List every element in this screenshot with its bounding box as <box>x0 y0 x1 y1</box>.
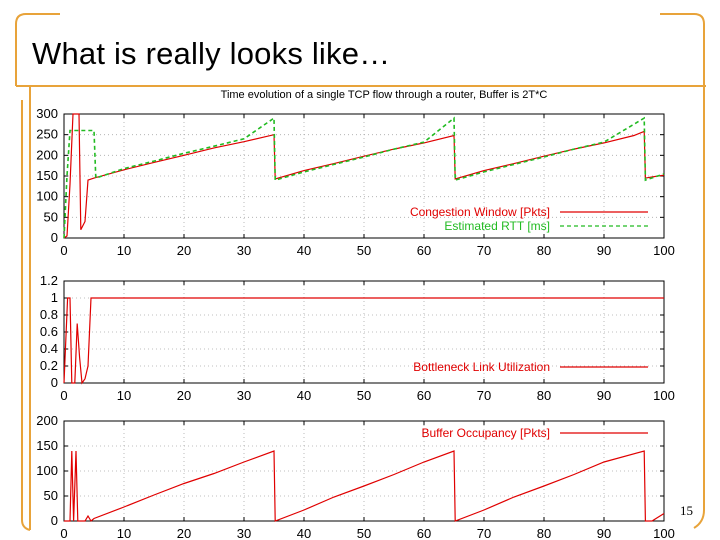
x-tick-label: 100 <box>653 526 675 540</box>
y-tick-label: 50 <box>44 488 58 503</box>
x-tick-label: 0 <box>60 526 67 540</box>
legend-label: Bottleneck Link Utilization <box>413 360 550 374</box>
x-tick-label: 90 <box>597 388 611 403</box>
y-tick-label: 150 <box>36 168 58 183</box>
y-tick-label: 1 <box>51 290 58 305</box>
y-tick-label: 0 <box>51 230 58 245</box>
page-number: 15 <box>680 503 693 518</box>
chart-panel-3: 0 10 20 30 40 50 60 70 80 90 100 0 50 100 150 200 Buffer… <box>36 413 675 540</box>
x-tick-label: 20 <box>177 526 191 540</box>
x-tick-label: 80 <box>537 526 551 540</box>
x-tick-label: 30 <box>237 526 251 540</box>
frame-top-left-corner <box>15 13 60 86</box>
series-line-1 <box>64 450 665 522</box>
x-tick-label: 60 <box>417 388 431 403</box>
x-tick-label: 50 <box>357 388 371 403</box>
y-tick-label: 0.6 <box>40 324 58 339</box>
x-tick-label: 40 <box>297 243 311 258</box>
x-tick-label: 0 <box>60 243 67 258</box>
x-tick-label: 100 <box>653 388 675 403</box>
x-tick-label: 20 <box>177 243 191 258</box>
x-tick-label: 30 <box>237 388 251 403</box>
x-tick-label: 90 <box>597 526 611 540</box>
x-tick-label: 40 <box>297 526 311 540</box>
legend-label: Estimated RTT [ms] <box>444 219 550 233</box>
x-tick-label: 80 <box>537 388 551 403</box>
y-tick-label: 0.2 <box>40 358 58 373</box>
x-tick-label: 100 <box>653 243 675 258</box>
y-tick-label: 0.4 <box>40 341 58 356</box>
slide-title: What is really looks like… <box>32 36 391 71</box>
frame-left-bottom <box>21 100 31 531</box>
chart-title: Time evolution of a single TCP flow thro… <box>221 89 548 101</box>
x-tick-label: 10 <box>117 526 131 540</box>
legend-label: Congestion Window [Pkts] <box>410 205 550 219</box>
y-tick-label: 1.2 <box>40 273 58 288</box>
x-tick-label: 80 <box>537 243 551 258</box>
y-tick-label: 100 <box>36 189 58 204</box>
x-tick-label: 30 <box>237 243 251 258</box>
y-tick-label: 0 <box>51 375 58 390</box>
chart-panel-1: 0 10 20 30 40 50 60 70 80 90 100 0 50 100 150 200 250 300… <box>36 89 675 258</box>
y-tick-label: 0.8 <box>40 307 58 322</box>
y-tick-label: 0 <box>51 513 58 528</box>
x-tick-label: 20 <box>177 388 191 403</box>
y-tick-label: 300 <box>36 106 58 121</box>
x-tick-label: 60 <box>417 243 431 258</box>
x-tick-label: 70 <box>477 526 491 540</box>
series-line-1 <box>63 297 664 385</box>
y-tick-label: 200 <box>36 413 58 428</box>
y-tick-label: 250 <box>36 127 58 142</box>
legend-label: Buffer Occupancy [Pkts] <box>421 426 550 440</box>
x-tick-label: 10 <box>117 388 131 403</box>
x-tick-label: 60 <box>417 526 431 540</box>
y-tick-label: 150 <box>36 438 58 453</box>
x-tick-label: 50 <box>357 243 371 258</box>
chart-panel-2: 0 10 20 30 40 50 60 70 80 90 10000.20.40.60.811.2B… <box>40 273 675 403</box>
y-tick-label: 100 <box>36 463 58 478</box>
x-tick-label: 90 <box>597 243 611 258</box>
x-tick-label: 40 <box>297 388 311 403</box>
x-tick-label: 70 <box>477 243 491 258</box>
x-tick-label: 10 <box>117 243 131 258</box>
x-tick-label: 50 <box>357 526 371 540</box>
y-tick-label: 50 <box>44 209 58 224</box>
series-line-2 <box>63 116 665 239</box>
y-tick-label: 200 <box>36 147 58 162</box>
frame-top-right-corner <box>660 13 705 86</box>
x-tick-label: 70 <box>477 388 491 403</box>
frame-right-line <box>693 86 705 529</box>
x-tick-label: 0 <box>60 388 67 403</box>
